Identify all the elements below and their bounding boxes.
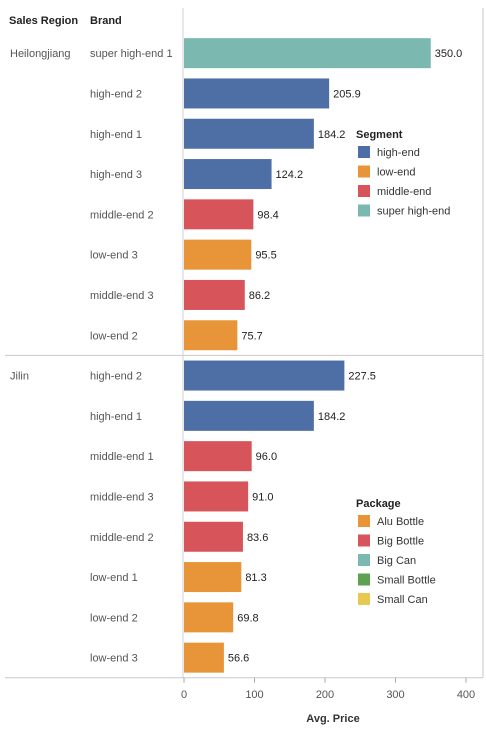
bar [184, 521, 243, 552]
bar [184, 78, 330, 109]
region-label: Jilin [10, 371, 29, 383]
data-label: 69.8 [237, 612, 258, 624]
brand-label: middle-end 2 [90, 209, 154, 221]
bar [184, 279, 245, 310]
bar [184, 159, 272, 190]
brand-label: high-end 1 [90, 411, 142, 423]
brand-label: low-end 2 [90, 612, 138, 624]
x-tick-label: 200 [316, 689, 334, 701]
data-label: 184.2 [318, 129, 346, 141]
bar [184, 360, 345, 391]
data-label: 184.2 [318, 411, 346, 423]
brand-label: high-end 1 [90, 129, 142, 141]
bar [184, 642, 224, 673]
legend-label: Small Can [377, 594, 428, 606]
data-label: 227.5 [348, 371, 376, 383]
brand-label: low-end 1 [90, 572, 138, 584]
region-label: Heilongjiang [10, 48, 71, 60]
data-label: 91.0 [252, 491, 273, 503]
data-label: 124.2 [276, 169, 304, 181]
legend-label: Big Bottle [377, 536, 424, 548]
brand-label: super high-end 1 [90, 48, 173, 60]
legend-title: Package [356, 498, 401, 510]
legend-swatch [358, 185, 370, 197]
legend-swatch [358, 554, 370, 566]
legend-label: high-end [377, 147, 420, 159]
brand-label: high-end 2 [90, 371, 142, 383]
legend-label: middle-end [377, 186, 431, 198]
header-sales-region: Sales Region [9, 15, 78, 27]
brand-label: high-end 3 [90, 169, 142, 181]
data-label: 75.7 [241, 330, 262, 342]
legend-label: Small Bottle [377, 575, 436, 587]
brand-label: high-end 2 [90, 88, 142, 100]
brand-label: low-end 3 [90, 653, 138, 665]
legend-label: Alu Bottle [377, 516, 424, 528]
legend-label: super high-end [377, 206, 450, 218]
bar [184, 441, 252, 472]
bar [184, 602, 234, 633]
x-tick-label: 0 [181, 689, 187, 701]
brand-label: low-end 3 [90, 250, 138, 262]
header-brand: Brand [90, 15, 122, 27]
legend-title: Segment [356, 129, 403, 141]
legend-label: low-end [377, 167, 416, 179]
bar [184, 320, 238, 351]
data-label: 56.6 [228, 653, 249, 665]
chart-rows: Heilongjiang super high-end 1 350.0 high-en… [10, 38, 462, 673]
data-label: 83.6 [247, 532, 268, 544]
data-label: 81.3 [245, 572, 266, 584]
x-tick-label: 300 [386, 689, 404, 701]
x-axis-label: Avg. Price [306, 713, 359, 725]
brand-label: middle-end 1 [90, 451, 154, 463]
bar [184, 118, 314, 149]
bar [184, 562, 242, 593]
data-label: 350.0 [435, 48, 463, 60]
bar [184, 400, 314, 431]
x-tick-label: 400 [457, 689, 475, 701]
legend-swatch [358, 515, 370, 527]
brand-label: middle-end 3 [90, 491, 154, 503]
bar [184, 239, 252, 270]
legend-swatch [358, 573, 370, 586]
legends: Segment high-end low-end middle-end super hi… [356, 129, 450, 606]
bar [184, 38, 431, 69]
x-tick-label: 100 [245, 689, 263, 701]
data-label: 95.5 [255, 250, 276, 262]
brand-label: middle-end 3 [90, 290, 154, 302]
data-label: 98.4 [257, 209, 278, 221]
brand-label: low-end 2 [90, 330, 138, 342]
legend-swatch [358, 534, 370, 547]
legend-label: Big Can [377, 555, 416, 567]
legend-swatch [358, 165, 370, 178]
bar [184, 481, 249, 512]
bar [184, 199, 254, 230]
data-label: 96.0 [256, 451, 277, 463]
brand-label: middle-end 2 [90, 532, 154, 544]
x-axis: 0 100 200 300 400 [181, 677, 475, 701]
legend-swatch [358, 593, 370, 605]
legend-swatch [358, 146, 370, 158]
legend-swatch [358, 204, 370, 217]
data-label: 86.2 [249, 290, 270, 302]
chart-grid [5, 8, 484, 679]
data-label: 205.9 [333, 88, 361, 100]
